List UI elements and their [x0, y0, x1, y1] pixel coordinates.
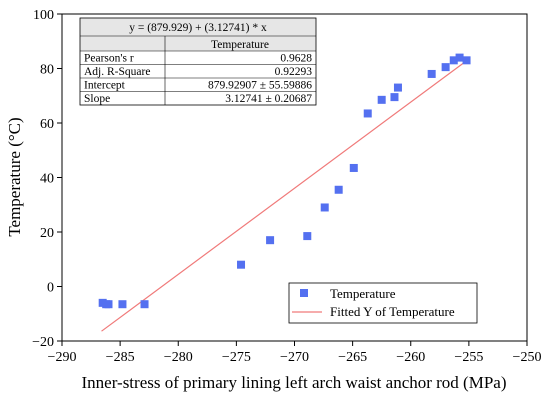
data-point — [118, 300, 127, 309]
x-tick-label: −285 — [106, 350, 135, 365]
x-tick-label: −260 — [396, 350, 425, 365]
stats-table-border — [79, 17, 317, 106]
y-axis-label: Temperature (°C) — [5, 117, 24, 236]
x-axis-ticks: −290 −285 −280 −275 −270 −265 −260 −255 −250 — [48, 341, 542, 365]
fitted-line — [101, 62, 465, 332]
data-point — [427, 69, 436, 78]
scatter-points-layer — [98, 53, 471, 309]
data-point — [441, 63, 450, 72]
data-point — [455, 53, 464, 62]
y-tick-label: 0 — [47, 281, 54, 296]
x-axis-label: Inner-stress of primary lining left arch… — [82, 373, 507, 392]
stats-row-label: Slope — [84, 93, 110, 105]
stats-row-value: 0.92293 — [275, 66, 313, 78]
data-point — [266, 236, 275, 245]
legend-box — [288, 282, 478, 324]
x-tick-label: −270 — [280, 350, 309, 365]
data-point — [334, 185, 343, 194]
y-tick-label: 60 — [40, 117, 54, 132]
fit-line-layer — [101, 62, 465, 332]
y-tick-label: −20 — [32, 335, 54, 350]
stats-equation: y = (879.929) + (3.12741) * x — [129, 22, 267, 34]
stats-row-value: 3.12741 ± 0.20687 — [225, 93, 312, 105]
x-tick-label: −290 — [48, 350, 77, 365]
y-axis-ticks: −20 0 20 40 60 80 100 — [32, 8, 62, 350]
stats-row-label: Intercept — [84, 80, 126, 92]
stats-row-value: 879.92907 ± 55.59886 — [208, 80, 312, 92]
legend-label-fitted-line: Fitted Y of Temperature — [330, 304, 455, 319]
y-tick-label: 40 — [40, 172, 54, 187]
x-tick-label: −265 — [338, 350, 367, 365]
data-point — [320, 203, 329, 212]
stats-column-header: Temperature — [211, 39, 269, 51]
x-tick-label: −275 — [222, 350, 251, 365]
data-point — [449, 56, 458, 65]
stats-table: y = (879.929) + (3.12741) * x Temperatur… — [79, 17, 317, 106]
data-point — [349, 163, 358, 172]
data-point — [377, 95, 386, 104]
data-point — [390, 93, 399, 102]
x-tick-label: −280 — [164, 350, 193, 365]
x-tick-label: −255 — [454, 350, 483, 365]
stats-row-label: Pearson's r — [84, 53, 134, 65]
y-tick-label: 20 — [40, 226, 54, 241]
legend-label-temperature: Temperature — [330, 286, 396, 301]
legend-marker-temperature — [300, 289, 308, 297]
data-point — [393, 83, 402, 92]
legend: Temperature Fitted Y of Temperature — [288, 282, 478, 324]
x-tick-label: −250 — [513, 350, 542, 365]
y-tick-label: 100 — [33, 8, 54, 23]
data-point — [462, 56, 471, 65]
y-tick-label: 80 — [40, 63, 54, 78]
data-point — [303, 232, 312, 241]
data-point — [237, 260, 246, 269]
stats-row-label: Adj. R-Square — [84, 66, 150, 78]
data-point — [104, 300, 113, 309]
stats-table-header-bg — [80, 18, 316, 51]
data-point — [140, 300, 149, 309]
stats-row-value: 0.9628 — [280, 53, 312, 65]
data-point — [363, 109, 372, 118]
